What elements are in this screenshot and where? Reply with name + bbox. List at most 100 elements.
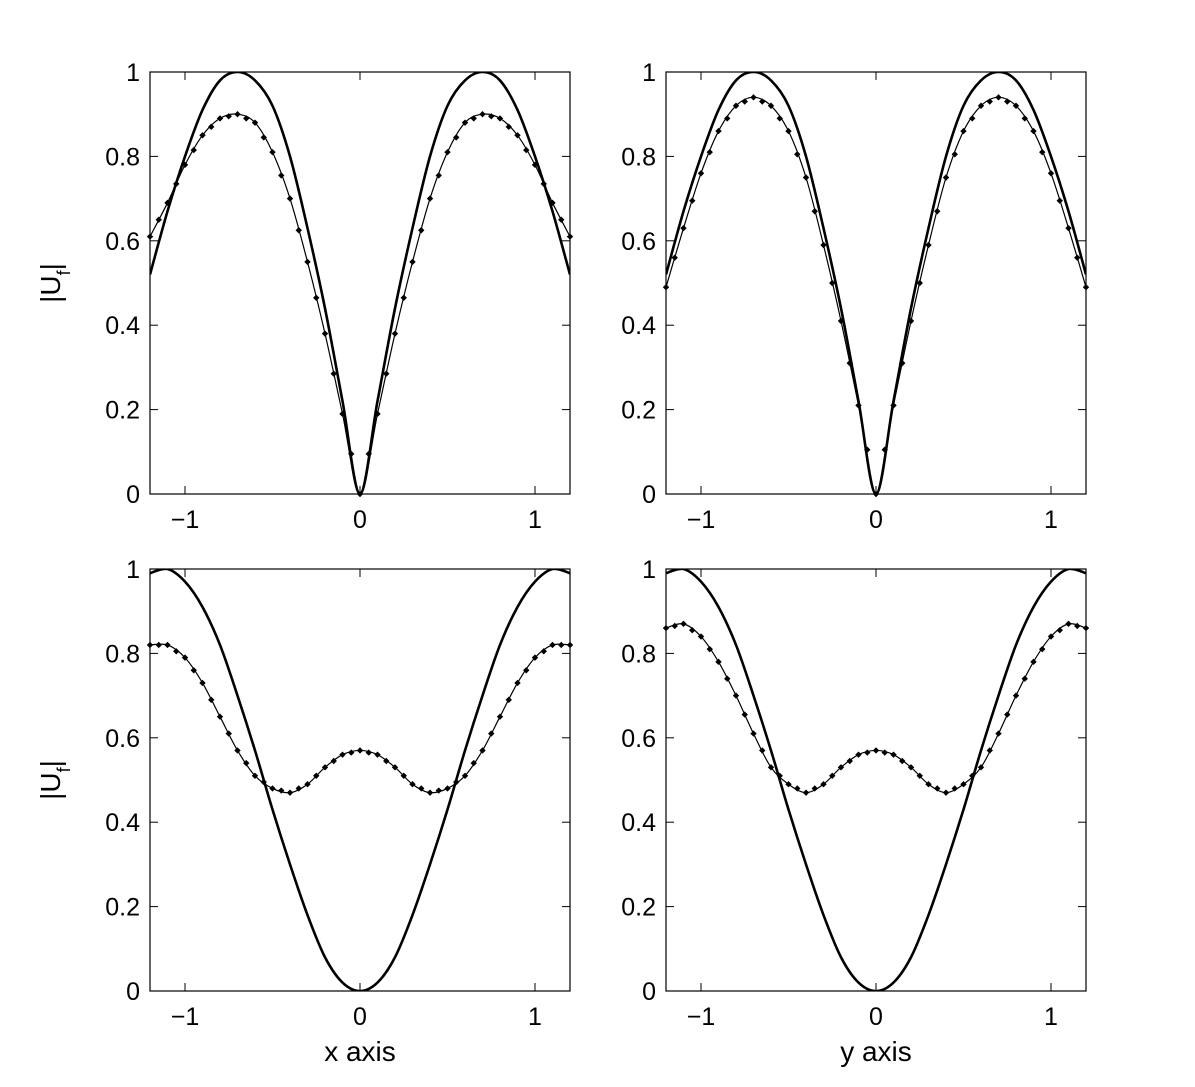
panel1-series-marker [1012,102,1020,109]
panel2-ytick-label: 0.8 [105,640,140,668]
panel2-series-marker [269,785,276,792]
panel0-series-marker [208,123,215,131]
panel0-series-marker [155,216,162,223]
panel0-series-marker [146,233,154,240]
panel0-series-marker [470,115,477,122]
panel3-series-marker [1047,633,1055,640]
panel0-series-marker [321,330,329,337]
panel0-xtick-label: 0 [353,506,367,534]
panel0-series-marker [461,119,469,126]
panel1-ytick-label: 0.8 [621,143,656,171]
panel2-series-marker [374,751,381,758]
panel0-series-marker [190,146,197,154]
panel1-series-marker [934,208,941,215]
panel3-ytick-label: 0.8 [621,640,656,668]
panel2-xtick-label: 1 [528,1003,542,1031]
panel2-ylabel: |Uf| [35,760,74,800]
panel0-series-marker [251,119,259,126]
panel2-series-marker [453,778,460,786]
panel0-ytick-label: 0.4 [105,312,140,340]
panel-bottom-right: 0 0.2 0.4 0.6 0.8 1 −1 0 1 y axis [621,556,1090,1067]
panel1-series-marker [1074,254,1081,261]
panel3-series-marker [662,624,670,632]
panel2-series-marker [260,778,267,786]
panel2-ytick-label: 0.2 [105,894,140,922]
panel2-series-marker [549,641,556,649]
panel0-series-marker [531,161,539,169]
panel1-series-marker [750,94,757,101]
panel1-series-marker [1047,170,1055,177]
panel0-series-marker [418,227,425,234]
panel1-series-marker [759,98,766,105]
panel2-ytick-label: 1 [126,556,140,584]
panel3-series-marker [986,747,993,754]
panel1-series-marker [697,170,705,177]
panel1-series-marker [907,317,915,325]
panel1-series-marker [951,151,958,158]
panel2-series-marker [383,757,390,765]
panel3-xlabel: y axis [840,1036,912,1067]
panel3-series-marker [1021,675,1028,682]
panel0-series-marker [505,123,512,131]
panel3-series-marker [995,730,1002,737]
panel1-series-marker [689,197,696,204]
panel3-ytick-label: 0 [642,978,656,1006]
panel0-series-marker [566,233,574,240]
panel3-xtick-label: 0 [869,1003,883,1031]
panel3-series-marker [1056,626,1063,634]
panel2-series-marker [496,713,504,720]
panel2-series-marker [243,759,250,767]
panel0-series-marker [260,134,267,141]
panel0-series-marker [444,148,451,156]
panel3-series-marker [934,785,941,792]
panel0-series-marker [304,258,311,266]
panel2-series-marker [470,759,477,767]
panel0-ytick-label: 0.2 [105,397,140,425]
panel1-series-marker [732,102,740,109]
panel2-series-marker [234,747,241,754]
panel2-series-marker [488,730,495,737]
panel2-series-solid-line [150,569,570,991]
panel1-series-marker [890,402,897,409]
panel1-series-marker [837,317,845,325]
panel3-series-marker [942,789,950,796]
panel3-series-marker [1030,658,1037,666]
panel0-series-marker [278,172,285,179]
panel1-series-marker [820,241,827,249]
panel1-ytick-label: 0.4 [621,312,656,340]
panel1-axes-frame [665,71,1087,495]
panel3-series-marker [671,622,678,630]
panel3-series-marker [1065,620,1072,628]
panel1-series-marker [706,148,713,156]
panel0-series-marker [234,111,241,118]
panel3-series-marker [776,772,783,779]
panel1-ytick-label: 0 [642,481,656,509]
panel3-series-marker [706,645,713,653]
panel0-series-marker [383,370,390,377]
panel-bottom-left: 0 0.2 0.4 0.6 0.8 1 −1 0 1 |Uf| x axis [35,556,574,1067]
panel1-series-marker [1065,224,1072,232]
panel-top-right: 0 0.2 0.4 0.6 0.8 1 −1 0 1 [621,59,1090,534]
panel2-series-marker [251,772,259,779]
panel2-series-marker [164,641,171,649]
panel0-series-marker [409,258,416,266]
panel0-series-marker [286,195,294,202]
panel3-series-marker [802,789,810,796]
panel2-series-marker [391,764,399,771]
panel2-series-marker [181,654,189,661]
panel1-series-solid-line [666,72,1086,494]
panel1-series-marker [899,359,906,367]
panel1-series-marker [977,102,985,109]
panel3-series-marker [907,764,915,771]
panel0-series-marker [199,132,206,139]
panel1-series-marker [1082,284,1090,291]
panel0-series-marker [295,227,302,234]
panel3-ytick-label: 0.2 [621,894,656,922]
panel3-series-marker [899,757,906,765]
panel2-series-marker [409,781,416,788]
panel0-series-marker [374,410,381,418]
panel0-series-marker [365,450,372,458]
panel3-series-marker [960,781,967,788]
panel0-series-marker [330,370,337,377]
